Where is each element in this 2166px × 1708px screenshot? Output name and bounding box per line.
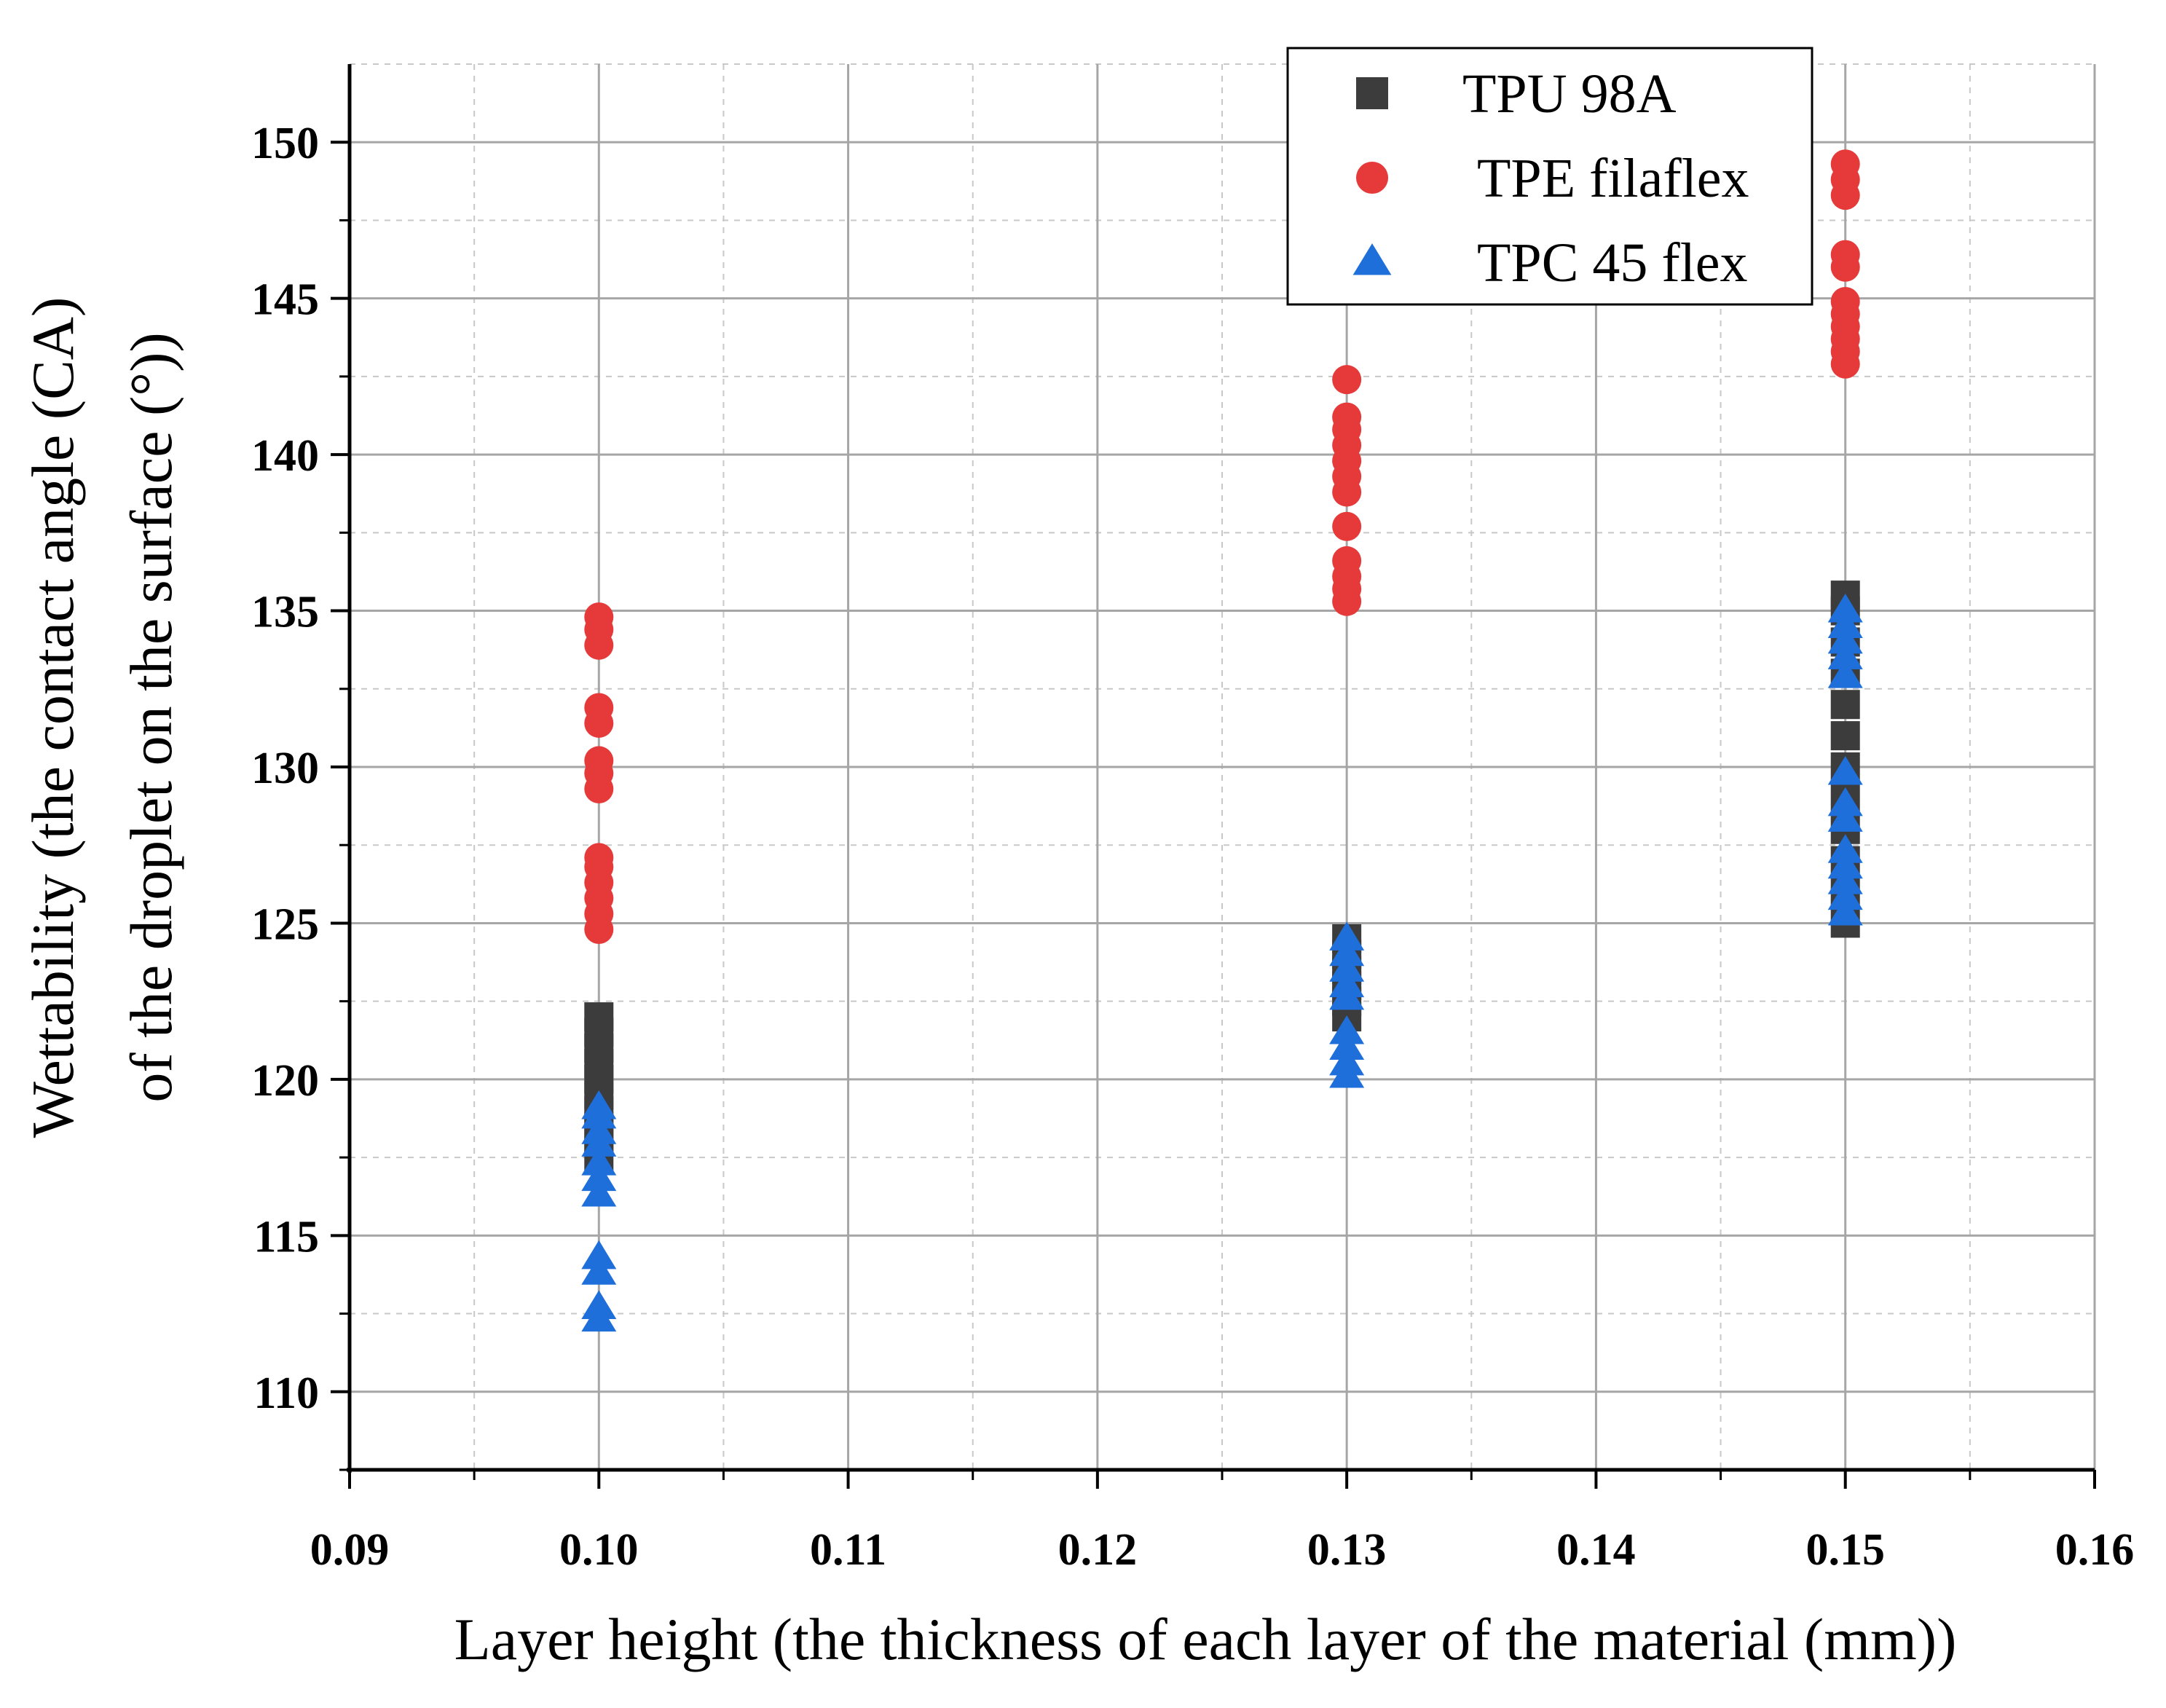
- y-tick-label: 120: [251, 1056, 319, 1106]
- data-point-tpe-filaflex: [1332, 546, 1362, 575]
- data-point-tpc-45-flex: [1827, 609, 1863, 638]
- data-point-tpe-filaflex: [584, 602, 614, 632]
- data-point-tpc-45-flex: [1827, 881, 1863, 910]
- legend-label-tpc-45-flex: TPC 45 flex: [1477, 232, 1748, 294]
- legend-marker-tpc-45-flex: [1352, 243, 1392, 275]
- data-point-tpe-filaflex: [1332, 402, 1362, 432]
- data-point-tpc-45-flex: [581, 1115, 617, 1144]
- y-tick-label: 130: [251, 744, 319, 793]
- data-point-tpc-45-flex: [1329, 1046, 1365, 1076]
- data-point-tpc-45-flex: [581, 1290, 617, 1319]
- data-point-tpu-98a: [1830, 721, 1860, 751]
- y-tick-label: 110: [253, 1369, 319, 1418]
- data-point-tpc-45-flex: [1827, 640, 1863, 669]
- legend-marker-tpu-98a: [1356, 77, 1388, 109]
- data-point-tpe-filaflex: [1830, 240, 1860, 269]
- data-point-tpe-filaflex: [1332, 511, 1362, 541]
- data-point-tpu-98a: [1830, 690, 1860, 720]
- legend-marker-tpe-filaflex: [1356, 162, 1388, 194]
- data-point-tpc-45-flex: [581, 1146, 617, 1176]
- data-point-tpc-45-flex: [1827, 659, 1863, 688]
- data-point-tpc-45-flex: [1329, 921, 1365, 951]
- data-point-tpc-45-flex: [1329, 953, 1365, 982]
- data-point-tpc-45-flex: [581, 1162, 617, 1192]
- x-tick-label: 0.11: [810, 1525, 886, 1575]
- legend-label-tpu-98a: TPU 98A: [1462, 63, 1677, 125]
- data-point-tpu-98a: [584, 1002, 614, 1032]
- data-point-tpc-45-flex: [1827, 865, 1863, 894]
- data-point-tpc-45-flex: [1827, 803, 1863, 832]
- data-point-tpe-filaflex: [584, 746, 614, 776]
- y-tick-label: 150: [251, 119, 319, 168]
- x-tick-label: 0.10: [559, 1525, 639, 1575]
- axes: [331, 64, 2096, 1489]
- data-point-tpe-filaflex: [584, 693, 614, 723]
- y-tick-label: 125: [251, 900, 319, 949]
- data-point-tpe-filaflex: [1830, 286, 1860, 316]
- x-axis-title: Layer height (the thickness of each laye…: [454, 1606, 1957, 1672]
- y-tick-label: 140: [251, 431, 319, 481]
- data-point-tpc-45-flex: [1827, 756, 1863, 785]
- x-tick-label: 0.15: [1805, 1525, 1885, 1575]
- x-tick-label: 0.09: [310, 1525, 390, 1575]
- data-point-tpe-filaflex: [584, 843, 614, 873]
- data-point-tpc-45-flex: [1827, 624, 1863, 654]
- data-point-tpe-filaflex: [1830, 149, 1860, 179]
- data-point-tpc-45-flex: [1329, 968, 1365, 998]
- data-point-tpc-45-flex: [1329, 937, 1365, 967]
- data-point-tpc-45-flex: [581, 1240, 617, 1270]
- data-point-tpc-45-flex: [581, 1256, 617, 1285]
- data-point-tpc-45-flex: [1329, 1015, 1365, 1044]
- y-axis-title-line-1: Wettability (the contact angle (CA): [20, 297, 86, 1138]
- y-tick-label: 145: [251, 275, 319, 325]
- x-tick-label: 0.14: [1556, 1525, 1636, 1575]
- data-point-tpe-filaflex: [1332, 365, 1362, 395]
- data-point-tpc-45-flex: [581, 1178, 617, 1207]
- data-points: [581, 149, 1863, 1332]
- data-point-tpc-45-flex: [1827, 897, 1863, 926]
- x-tick-label: 0.12: [1058, 1525, 1138, 1575]
- data-point-tpc-45-flex: [1827, 834, 1863, 863]
- grid-lines: [350, 63, 2096, 1471]
- data-point-tpc-45-flex: [1329, 1031, 1365, 1060]
- data-point-tpc-45-flex: [1827, 593, 1863, 623]
- data-point-tpc-45-flex: [1827, 849, 1863, 879]
- data-point-tpc-45-flex: [1827, 787, 1863, 816]
- data-point-tpc-45-flex: [581, 1090, 617, 1119]
- y-tick-label: 135: [251, 588, 319, 637]
- legend: TPU 98A TPE filaflex TPC 45 flex: [1286, 47, 1813, 306]
- x-tick-label: 0.16: [2055, 1525, 2135, 1575]
- x-tick-label: 0.13: [1307, 1525, 1387, 1575]
- tick-labels: 0.09 0.10 0.11 0.12 0.13 0.14 0.15 0.16 110 115 12…: [251, 119, 2134, 1575]
- y-tick-label: 115: [253, 1212, 319, 1262]
- y-axis-title-line-2: of the droplet on the surface (°)): [118, 332, 184, 1102]
- legend-label-tpe-filaflex: TPE filaflex: [1477, 148, 1749, 209]
